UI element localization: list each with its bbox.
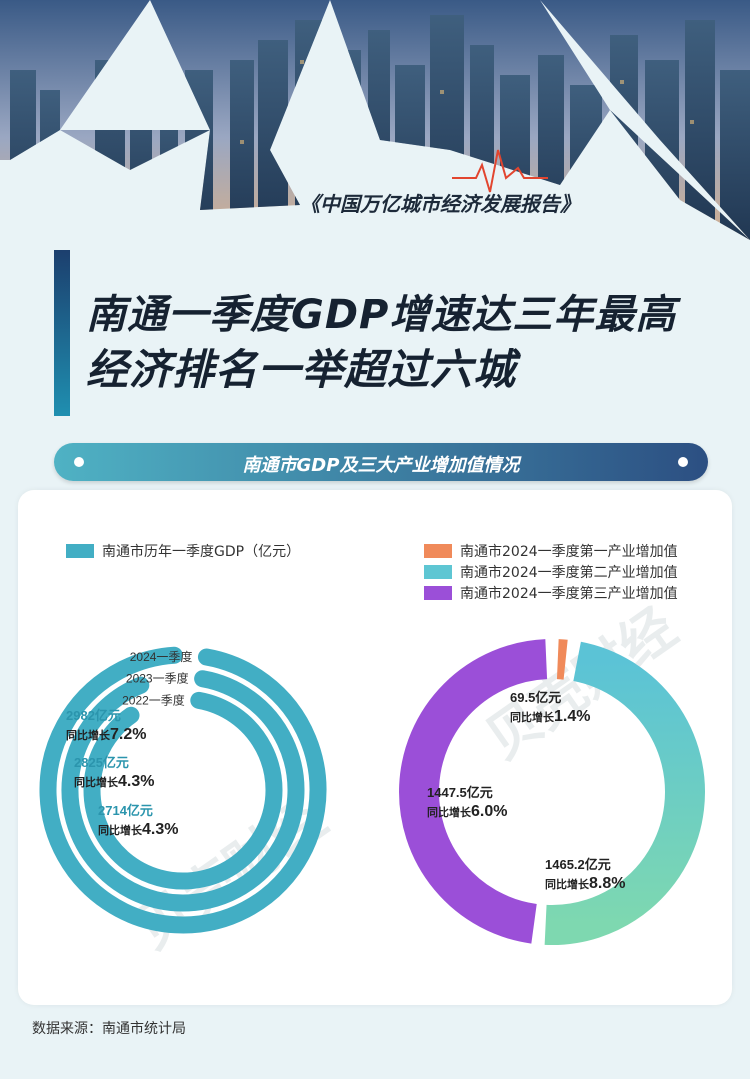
- banner-dot-left: [74, 457, 84, 467]
- gdp-value-label-0: 2982亿元: [66, 708, 121, 723]
- legend-swatch-secondary: [424, 565, 452, 579]
- gdp-ring-0: [39, 646, 327, 934]
- gdp-growth-label-1: 同比增长4.3%: [74, 773, 154, 790]
- gdp-ring-label-2: 2022一季度: [122, 692, 185, 707]
- legend-swatch-primary: [424, 544, 452, 558]
- data-source: 数据来源：南通市统计局: [32, 1021, 186, 1037]
- headline-line-1: 南通一季度GDP增速达三年最高: [86, 292, 677, 338]
- legend-label-tertiary: 南通市2024一季度第三产业增加值: [460, 586, 678, 602]
- header-skyline-image: [0, 0, 750, 250]
- gdp-ring-label-0: 2024一季度: [130, 649, 193, 664]
- donut-value-label-1: 1465.2亿元: [545, 857, 611, 872]
- gdp-value-label-1: 2825亿元: [74, 755, 129, 770]
- legend-swatch-tertiary: [424, 586, 452, 600]
- gdp-ring-1: [61, 670, 305, 912]
- donut-segment-2: [399, 639, 548, 944]
- donut-growth-label-0: 同比增长1.4%: [510, 708, 590, 725]
- donut-value-label-2: 1447.5亿元: [427, 785, 493, 800]
- legend-primary-industry: 南通市2024一季度第一产业增加值: [424, 541, 678, 561]
- section-banner: 南通市GDP及三大产业增加值情况: [54, 443, 708, 481]
- legend-label-gdp: 南通市历年一季度GDP（亿元）: [102, 544, 301, 560]
- accent-bar: [54, 250, 70, 416]
- pulse-line-icon: [452, 149, 548, 193]
- legend-tertiary-industry: 南通市2024一季度第三产业增加值: [424, 583, 678, 603]
- gdp-growth-label-2: 同比增长4.3%: [98, 821, 178, 838]
- banner-dot-right: [678, 457, 688, 467]
- legend-secondary-industry: 南通市2024一季度第二产业增加值: [424, 562, 678, 582]
- headline-line-2: 经济排名一举超过六城: [86, 345, 517, 394]
- donut-growth-label-1: 同比增长8.8%: [545, 875, 625, 892]
- legend-gdp: 南通市历年一季度GDP（亿元）: [66, 541, 300, 561]
- banner-title: 南通市GDP及三大产业增加值情况: [242, 455, 520, 476]
- donut-growth-label-2: 同比增长6.0%: [427, 803, 507, 820]
- donut-value-label-0: 69.5亿元: [510, 690, 561, 705]
- series-title: 《中国万亿城市经济发展报告》: [300, 192, 580, 216]
- gdp-growth-label-0: 同比增长7.2%: [66, 726, 146, 743]
- gdp-value-label-2: 2714亿元: [98, 803, 153, 818]
- legend-label-secondary: 南通市2024一季度第二产业增加值: [460, 565, 678, 581]
- donut-segment-1: [544, 641, 705, 945]
- donut-segment-0: [556, 639, 568, 680]
- legend-swatch-gdp: [66, 544, 94, 558]
- gdp-ring-2: [83, 691, 283, 890]
- legend-label-primary: 南通市2024一季度第一产业增加值: [460, 544, 678, 560]
- gdp-ring-label-1: 2023一季度: [126, 671, 189, 686]
